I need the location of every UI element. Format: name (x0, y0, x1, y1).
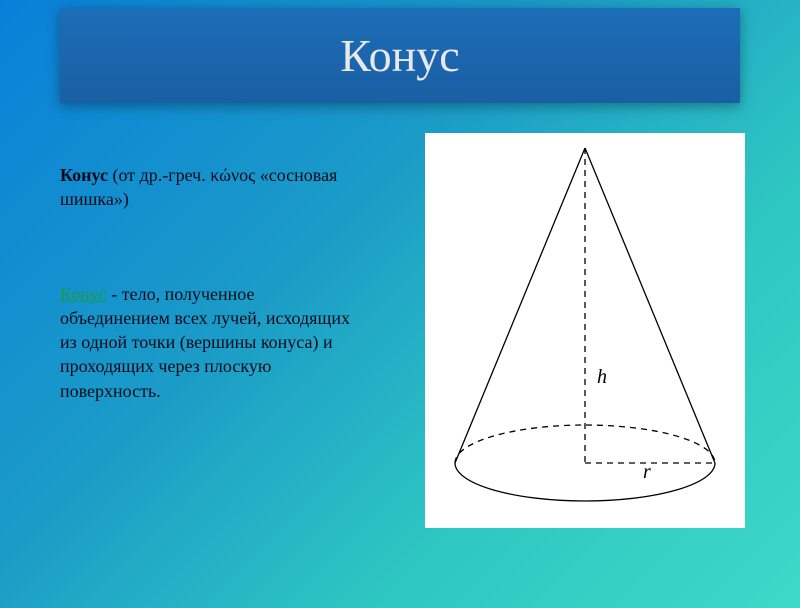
cone-diagram-svg: h r (425, 133, 745, 528)
definition-paragraph: Конус - тело, полученное объединением вс… (60, 282, 360, 403)
etymology-paragraph: Конус (от др.-греч. κώνος «сосновая шишк… (60, 163, 360, 212)
etymology-term: Конус (60, 165, 108, 185)
text-column: Конус (от др.-греч. κώνος «сосновая шишк… (60, 163, 360, 403)
content-area: Конус (от др.-греч. κώνος «сосновая шишк… (0, 103, 800, 593)
slide-title: Конус (340, 29, 459, 82)
left-slant (455, 148, 585, 463)
label-r: r (643, 461, 651, 483)
base-front-arc (455, 463, 715, 501)
right-slant (585, 148, 715, 463)
label-h: h (597, 366, 607, 388)
cone-figure: h r (425, 133, 745, 528)
title-bar: Конус (60, 8, 740, 103)
definition-term-link: Конус (60, 284, 107, 304)
